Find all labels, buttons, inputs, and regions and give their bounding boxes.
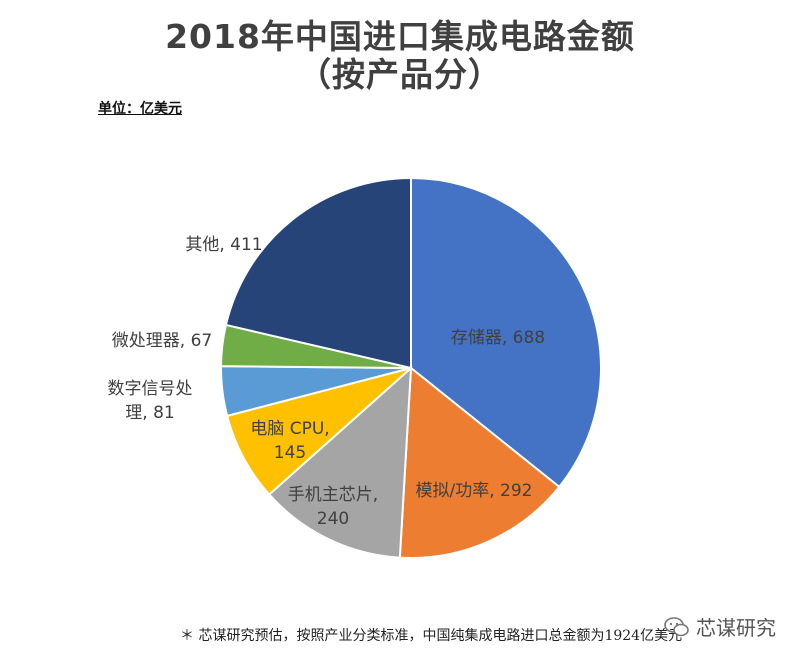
pie-slice xyxy=(267,365,413,559)
footnote: ＊ 芯谋研究预估，按照产业分类标准，中国纯集成电路进口总金额为1924亿美元 xyxy=(180,628,683,644)
watermark: 芯谋研究 xyxy=(664,612,776,641)
pie-slice xyxy=(224,176,412,370)
pie-slice xyxy=(410,176,602,489)
chart-title-line1: 2018年中国进口集成电路金额 xyxy=(165,17,635,56)
data-label: 模拟/功率, 292 xyxy=(416,481,533,501)
data-label: 存储器, 688 xyxy=(451,328,545,348)
pie-slice xyxy=(398,366,561,559)
watermark-text: 芯谋研究 xyxy=(696,616,776,640)
data-label: 数字信号处理, 81 xyxy=(108,379,193,423)
wechat-icon xyxy=(664,616,689,636)
data-label: 微处理器, 67 xyxy=(112,331,212,351)
data-label: 其他, 411 xyxy=(185,235,262,255)
chart-title-line2: （按产品分） xyxy=(298,55,502,94)
data-label: 手机主芯片, 240 xyxy=(288,485,378,529)
data-label: 电脑 CPU, 145 xyxy=(250,419,329,463)
unit-label: 单位：亿美元 xyxy=(98,101,182,117)
